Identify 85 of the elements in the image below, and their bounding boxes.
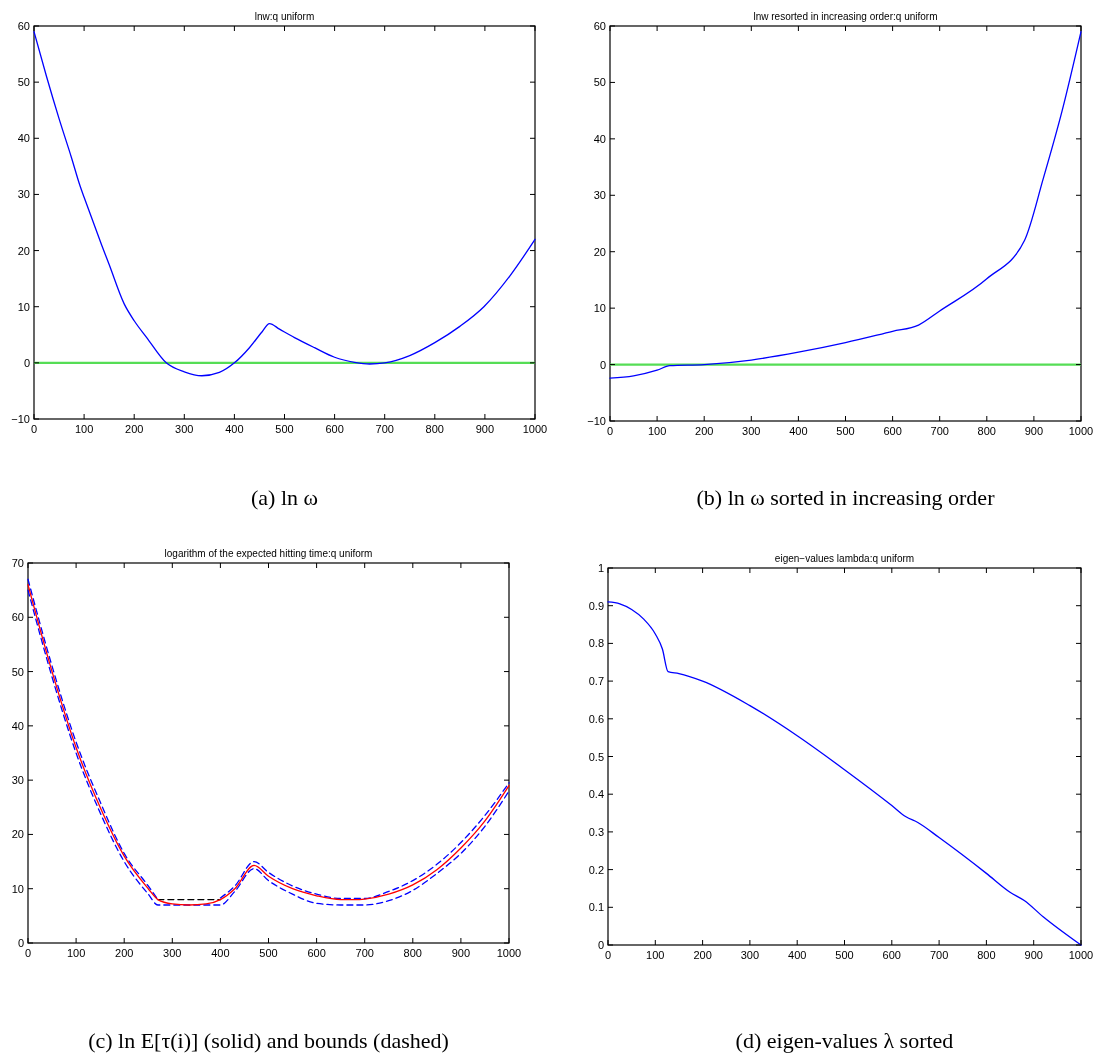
y-tick-label: 0 — [17, 937, 24, 949]
y-tick-label: 0.3 — [588, 825, 604, 838]
x-tick-label: 1000 — [1068, 425, 1094, 437]
x-tick-label: 200 — [693, 949, 712, 961]
y-tick-label: 0.4 — [588, 788, 604, 801]
y-tick-label: 0.2 — [588, 863, 604, 876]
x-tick-label: 0 — [30, 423, 38, 435]
x-tick-label: 300 — [163, 947, 182, 959]
y-tick-label: 60 — [11, 611, 24, 624]
chart-title: lnw:q uniform — [254, 11, 315, 22]
x-tick-label: 800 — [977, 949, 996, 961]
y-tick-label: 50 — [17, 76, 30, 89]
x-tick-label: 200 — [125, 423, 144, 435]
x-tick-label: 400 — [789, 425, 808, 437]
x-tick-label: 100 — [647, 425, 667, 437]
y-tick-label: 20 — [11, 828, 24, 841]
y-tick-label: 30 — [593, 189, 606, 202]
x-tick-label: 900 — [1024, 425, 1044, 437]
y-tick-label: 0 — [23, 356, 30, 369]
y-tick-label: 10 — [17, 300, 30, 313]
x-tick-label: 200 — [695, 425, 714, 437]
chart-title: logarithm of the expected hitting time:q uniform — [164, 548, 373, 559]
x-tick-label: 700 — [375, 423, 394, 435]
y-tick-label: 1 — [597, 562, 604, 574]
x-tick-label: 200 — [115, 947, 134, 959]
x-tick-label: 800 — [403, 947, 422, 959]
y-tick-label: 20 — [17, 244, 30, 257]
text: (d) eigen-values λ sorted — [735, 1028, 954, 1053]
y-tick-label: 50 — [11, 665, 24, 678]
x-tick-label: 1000 — [522, 423, 548, 435]
x-tick-label: 800 — [425, 423, 444, 435]
y-tick-label: 10 — [11, 882, 24, 895]
y-tick-label: 60 — [593, 20, 606, 32]
x-tick-label: 1000 — [496, 947, 522, 959]
y-tick-label: 0.5 — [588, 750, 604, 763]
x-tick-label: 600 — [307, 947, 326, 959]
y-tick-label: 0.9 — [588, 599, 604, 612]
x-tick-label: 400 — [211, 947, 230, 959]
text: (b) ln ω sorted in increasing order — [696, 485, 996, 510]
y-tick-label: 40 — [17, 132, 30, 145]
x-tick-label: 700 — [929, 949, 949, 961]
y-tick-label: 30 — [11, 774, 24, 787]
chart-title: eigen−values lambda:q uniform — [774, 553, 915, 564]
y-tick-label: 50 — [593, 76, 606, 89]
x-tick-label: 100 — [74, 423, 94, 435]
x-tick-label: 600 — [325, 423, 344, 435]
x-tick-label: 500 — [836, 425, 855, 437]
y-tick-label: −10 — [587, 415, 606, 427]
x-tick-label: 100 — [66, 947, 86, 959]
x-tick-label: 300 — [742, 425, 761, 437]
y-tick-label: 0 — [599, 358, 606, 371]
x-tick-label: 700 — [930, 425, 949, 437]
x-tick-label: 400 — [225, 423, 244, 435]
y-tick-label: 70 — [11, 557, 24, 569]
y-tick-label: 40 — [11, 719, 24, 732]
x-tick-label: 500 — [275, 423, 294, 435]
x-tick-label: 900 — [1024, 949, 1043, 961]
x-tick-label: 500 — [835, 949, 854, 961]
x-tick-label: 1000 — [1068, 949, 1094, 961]
x-tick-label: 500 — [259, 947, 278, 959]
x-tick-label: 400 — [788, 949, 807, 961]
y-tick-label: 0.1 — [588, 901, 604, 914]
text: (c) ln E[τ(i)] (solid) and bounds (dashed) — [88, 1028, 449, 1053]
y-tick-label: 0.7 — [588, 675, 604, 688]
x-tick-label: 800 — [977, 425, 996, 437]
x-tick-label: 900 — [475, 423, 495, 435]
x-tick-label: 300 — [175, 423, 194, 435]
text: (a) ln ω — [250, 485, 319, 510]
x-tick-label: 600 — [882, 949, 901, 961]
y-tick-label: 40 — [593, 132, 606, 145]
y-tick-label: 30 — [17, 188, 30, 201]
x-tick-label: 0 — [606, 425, 614, 437]
x-tick-label: 300 — [740, 949, 760, 961]
y-tick-label: 0.8 — [588, 637, 604, 650]
x-tick-label: 100 — [646, 949, 665, 961]
y-tick-label: 10 — [593, 302, 606, 315]
y-tick-label: 0.6 — [588, 712, 604, 725]
chart-title: lnw resorted in increasing order:q uniform — [753, 11, 938, 22]
y-tick-label: −10 — [11, 413, 30, 425]
y-tick-label: 0 — [597, 939, 604, 951]
x-tick-label: 600 — [883, 425, 902, 437]
y-tick-label: 20 — [593, 245, 606, 258]
y-tick-label: 60 — [17, 20, 30, 32]
x-tick-label: 700 — [355, 947, 374, 959]
x-tick-label: 900 — [451, 947, 471, 959]
